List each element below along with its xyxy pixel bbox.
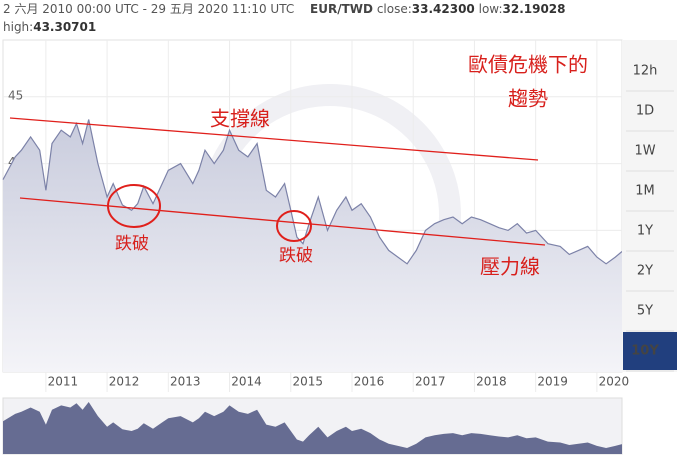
- high-value: 43.30701: [33, 20, 97, 34]
- support-line: [9, 117, 539, 161]
- range-button[interactable]: [623, 172, 677, 210]
- range-button-label[interactable]: 1D: [636, 104, 654, 119]
- annotation-title: 歐債危機下的: [468, 53, 588, 77]
- y-tick-label: 45: [8, 88, 23, 102]
- close-label: close:: [376, 2, 412, 16]
- x-tick-label: 2013: [170, 375, 201, 389]
- header: 2 六月 2010 00:00 UTC - 29 五月 2020 11:10 U…: [3, 0, 603, 36]
- support-label: 支撐線: [210, 107, 270, 131]
- low-label: low:: [478, 2, 503, 16]
- range-button-label[interactable]: 10Y: [631, 344, 659, 359]
- x-tick-label: 2015: [292, 375, 323, 389]
- x-tick-label: 2014: [231, 375, 262, 389]
- range-button[interactable]: [623, 252, 677, 290]
- x-tick-label: 2018: [476, 375, 507, 389]
- x-tick-label: 2011: [48, 375, 79, 389]
- x-tick-label: 2016: [354, 375, 385, 389]
- pair: EUR/TWD: [310, 2, 373, 16]
- range-button-label[interactable]: 1W: [634, 144, 655, 159]
- close-value: 33.42300: [411, 2, 475, 16]
- x-tick-label: 2020: [599, 375, 630, 389]
- x-tick-label: 2019: [537, 375, 568, 389]
- high-label: high:: [3, 20, 34, 34]
- date-range: 2 六月 2010 00:00 UTC - 29 五月 2020 11:10 U…: [3, 2, 295, 16]
- break-circle: [107, 184, 161, 228]
- range-button-label[interactable]: 1M: [635, 184, 655, 199]
- line: [2, 119, 623, 265]
- range-button-label[interactable]: 5Y: [637, 304, 653, 319]
- range-button[interactable]: [623, 292, 677, 330]
- break-label: 跌破: [115, 234, 149, 254]
- range-button[interactable]: [623, 332, 677, 370]
- range-button[interactable]: [623, 92, 677, 130]
- low-value: 32.19028: [502, 2, 566, 16]
- annotation-title: 趨勢: [508, 87, 548, 111]
- resistance-label: 壓力線: [480, 255, 540, 279]
- range-button[interactable]: [623, 52, 677, 90]
- break-label: 跌破: [279, 246, 313, 266]
- area: [3, 119, 622, 372]
- navigator-area: [3, 402, 622, 454]
- range-button[interactable]: [623, 132, 677, 170]
- x-tick-label: 2017: [415, 375, 446, 389]
- break-circle: [276, 210, 312, 242]
- range-button-label[interactable]: 12h: [633, 64, 658, 79]
- range-button-label[interactable]: 2Y: [637, 264, 653, 279]
- range-button-label[interactable]: 1Y: [637, 224, 653, 239]
- x-tick-label: 2012: [109, 375, 140, 389]
- range-button[interactable]: [623, 212, 677, 250]
